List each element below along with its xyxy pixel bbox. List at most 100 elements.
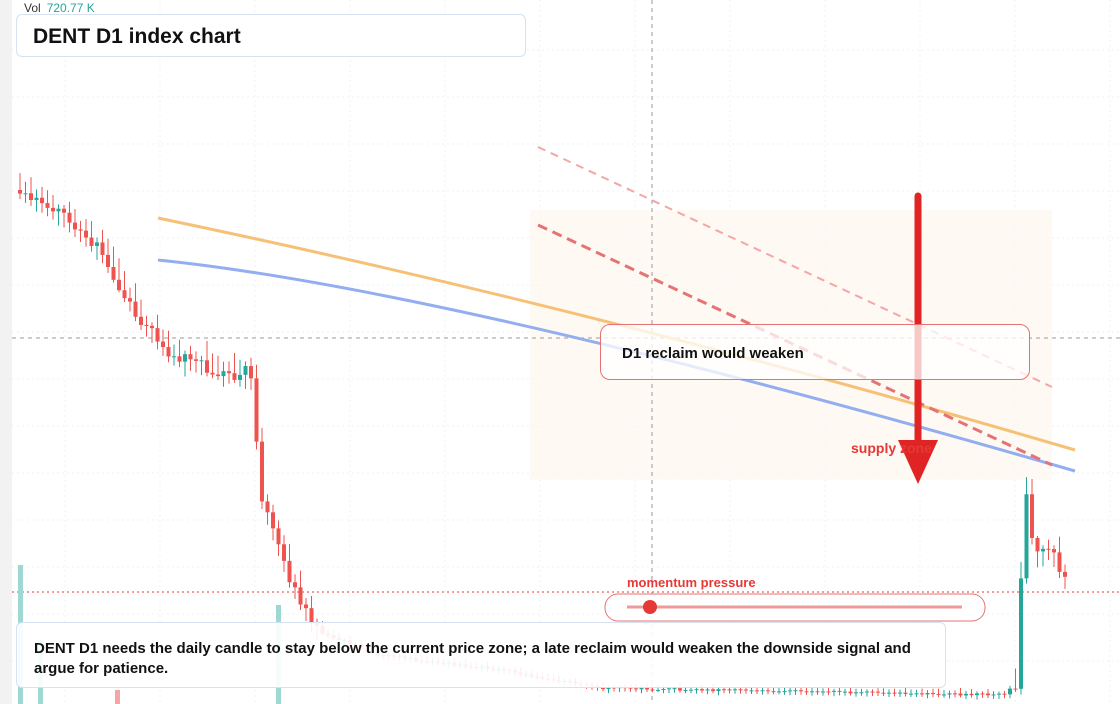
candle-body xyxy=(216,374,220,377)
candle-body xyxy=(89,237,94,246)
candle-body xyxy=(645,687,649,690)
candle-body xyxy=(771,691,776,693)
candle-body xyxy=(128,298,132,302)
candle-body xyxy=(694,689,699,691)
candle-body xyxy=(194,359,198,361)
candle-body xyxy=(205,360,209,373)
candle-body xyxy=(689,689,693,691)
momentum-label: momentum pressure xyxy=(627,575,756,590)
candle-body xyxy=(29,193,33,201)
candle-body xyxy=(733,689,737,691)
candle-body xyxy=(122,290,127,299)
candle-body xyxy=(40,197,44,204)
candle-body xyxy=(51,207,55,212)
candle-body xyxy=(804,691,809,693)
candle-body xyxy=(155,328,160,342)
candle-body xyxy=(892,692,897,694)
candle-body xyxy=(870,691,875,693)
candle-body xyxy=(56,208,61,212)
supply-label: supply zone xyxy=(851,440,932,456)
candle-body xyxy=(683,690,688,692)
candle-body xyxy=(628,687,633,689)
candle-body xyxy=(260,441,264,502)
candle-body xyxy=(667,688,671,690)
candle-body xyxy=(1052,549,1056,553)
candle-body xyxy=(95,242,99,246)
volume-readout: Vol 720.77 K xyxy=(24,1,95,15)
candle-body xyxy=(62,208,66,213)
candle-body xyxy=(304,604,308,609)
candle-body xyxy=(810,691,814,693)
candle-body xyxy=(777,691,781,693)
candle-body xyxy=(249,366,253,379)
candle-body xyxy=(45,203,50,208)
candle-body xyxy=(639,687,644,690)
candle-body xyxy=(150,325,154,329)
candle-body xyxy=(183,354,187,362)
candle-body xyxy=(898,692,902,694)
candle-body xyxy=(161,341,165,348)
candle-body xyxy=(958,693,963,696)
candle-body xyxy=(1013,688,1018,690)
candle-body xyxy=(755,690,759,692)
candle-body xyxy=(766,690,770,692)
candle-body xyxy=(865,691,869,693)
candle-body xyxy=(749,690,754,692)
candle-body xyxy=(832,690,836,692)
candle-body xyxy=(722,689,726,691)
candle-body xyxy=(1019,578,1023,689)
candle-body xyxy=(881,692,886,694)
candle-body xyxy=(1024,494,1029,579)
volume-bar xyxy=(115,690,120,704)
candle-body xyxy=(711,689,715,692)
candle-body xyxy=(23,193,28,195)
candle-body xyxy=(634,688,638,690)
candle-body xyxy=(854,692,858,694)
momentum-dot xyxy=(643,600,657,614)
candle-body xyxy=(727,689,732,691)
candle-body xyxy=(1063,571,1067,577)
candle-body xyxy=(656,689,660,691)
candle-body xyxy=(18,190,22,194)
left-edge xyxy=(0,0,12,704)
candle-body xyxy=(227,371,231,374)
candle-body xyxy=(271,512,275,529)
candle-body xyxy=(969,693,974,696)
candle-body xyxy=(986,693,990,696)
candle-body xyxy=(67,212,72,223)
down-arrow-head xyxy=(898,440,938,484)
candle-body xyxy=(238,374,242,380)
candle-body xyxy=(700,689,704,691)
candle-body xyxy=(947,693,952,695)
upper-trend xyxy=(537,146,1053,388)
candle-body xyxy=(1041,548,1045,552)
candle-body xyxy=(980,693,985,695)
candle-body xyxy=(678,688,682,691)
candle-body xyxy=(876,691,880,693)
candle-body xyxy=(716,689,721,692)
candle-body xyxy=(188,354,193,360)
candle-body xyxy=(282,544,286,561)
candle-body xyxy=(1057,552,1062,572)
candle-body xyxy=(78,229,83,231)
candle-body xyxy=(111,267,116,280)
candle-body xyxy=(133,301,138,317)
candle-body xyxy=(953,693,957,695)
candle-body xyxy=(936,694,941,696)
candle-body xyxy=(920,693,924,695)
candle-body xyxy=(232,373,237,380)
candle-body xyxy=(925,693,930,695)
candle-body xyxy=(243,366,248,375)
candle-body xyxy=(117,279,121,291)
candle-body xyxy=(1002,693,1007,695)
candle-body xyxy=(293,582,297,588)
candle-body xyxy=(942,694,946,696)
candle-body xyxy=(837,690,842,692)
candle-body xyxy=(782,691,787,693)
candle-body xyxy=(650,689,655,691)
candle-body xyxy=(106,254,110,268)
candle-body xyxy=(166,347,171,357)
candle-body xyxy=(265,501,270,513)
candle-body xyxy=(744,689,748,691)
